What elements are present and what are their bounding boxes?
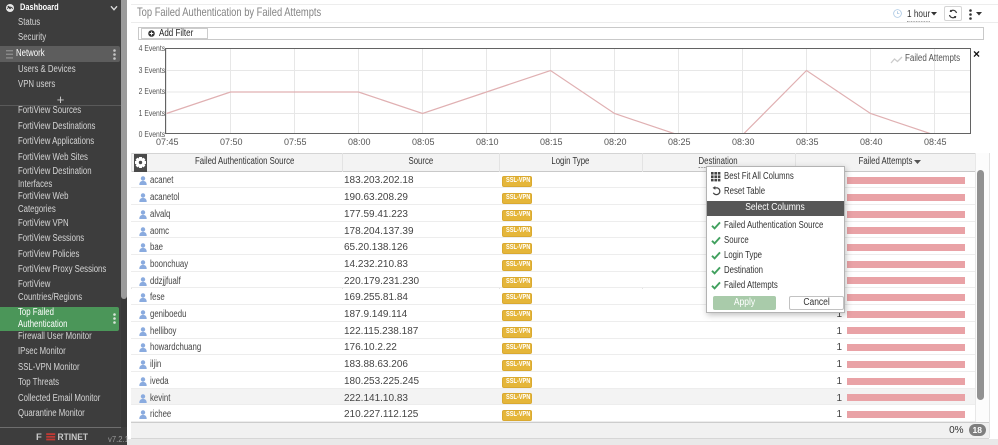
svg-text:F: F	[36, 432, 42, 441]
svg-text:RTINET: RTINET	[58, 432, 89, 441]
